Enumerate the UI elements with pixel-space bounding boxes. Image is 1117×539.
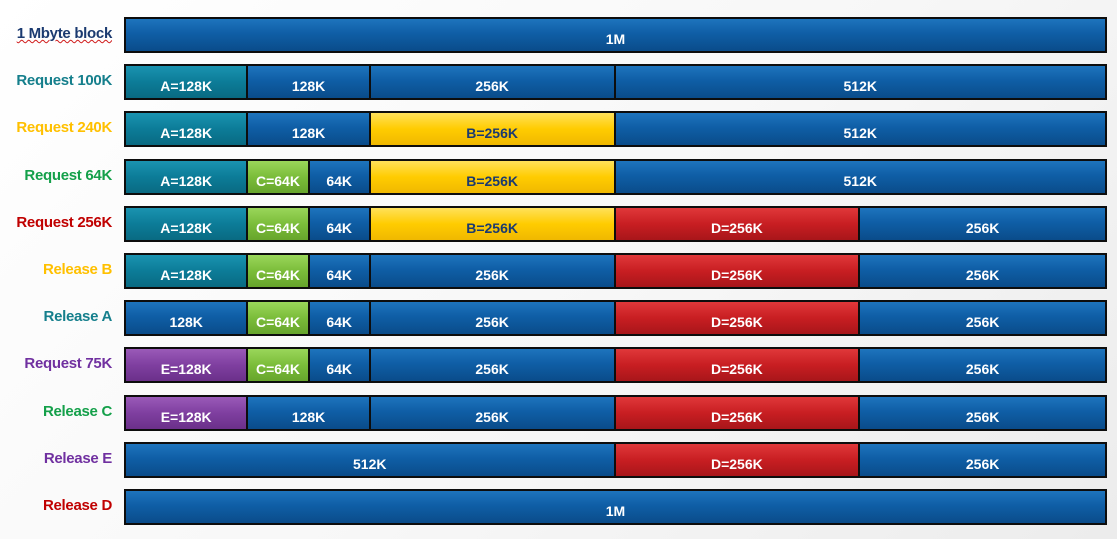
row-request-100k: Request 100K A=128K 128K 256K 512K xyxy=(0,63,1117,101)
row-label: 1 Mbyte block xyxy=(16,25,113,42)
memory-block-allocated: A=128K xyxy=(126,207,249,240)
memory-block-free: 256K xyxy=(860,302,1105,335)
memory-block-free: 512K xyxy=(615,66,1105,99)
memory-block-free: 256K xyxy=(860,255,1105,287)
memory-block-allocated: A=128K xyxy=(126,113,249,146)
memory-block-free: 256K xyxy=(370,396,616,429)
memory-block-free: 512K xyxy=(615,113,1105,146)
memory-block-free: 64K xyxy=(309,207,371,240)
row-release-d: Release D 1M xyxy=(0,488,1117,525)
memory-block-allocated: C=64K xyxy=(248,160,310,193)
memory-bar: A=128K 128K 256K 512K xyxy=(124,64,1107,101)
memory-bar: A=128K C=64K 64K B=256K 512K xyxy=(124,158,1107,195)
memory-bar: E=128K C=64K 64K 256K D=256K 256K xyxy=(124,347,1107,384)
row-release-c: Release C E=128K 128K 256K D=256K 256K xyxy=(0,394,1117,431)
row-label: Request 256K xyxy=(16,213,112,231)
memory-block-free: 256K xyxy=(860,207,1105,240)
memory-block-free: 256K xyxy=(860,443,1105,476)
memory-block-allocated: B=256K xyxy=(370,207,616,240)
row-label: Release A xyxy=(43,308,113,326)
row-request-240k: Request 240K A=128K 128K B=256K 512K xyxy=(0,110,1117,148)
memory-block-allocated: D=256K xyxy=(615,207,861,240)
row-request-64k: Request 64K A=128K C=64K 64K B=256K 512K xyxy=(0,158,1117,195)
memory-block-allocated: A=128K xyxy=(126,66,249,99)
row-label: Release C xyxy=(42,402,112,420)
memory-block-allocated: C=64K xyxy=(248,349,310,382)
memory-block-allocated: D=256K xyxy=(615,396,861,429)
memory-bar: 1M xyxy=(124,17,1107,53)
memory-block-allocated: D=256K xyxy=(615,349,861,382)
row-1-mbyte-block: 1 Mbyte block 1M xyxy=(0,16,1117,53)
memory-block-allocated: D=256K xyxy=(615,443,861,476)
row-request-256k: Request 256K A=128K C=64K 64K B=256K D=256K 2… xyxy=(0,205,1117,242)
memory-block-free: 1M xyxy=(126,19,1105,51)
memory-bar: E=128K 128K 256K D=256K 256K xyxy=(124,394,1107,431)
memory-block-free: 512K xyxy=(126,443,616,476)
memory-block-allocated: D=256K xyxy=(615,255,861,287)
memory-block-allocated: D=256K xyxy=(615,302,861,335)
memory-block-allocated: C=64K xyxy=(248,255,310,287)
memory-block-allocated: B=256K xyxy=(370,160,616,193)
memory-block-free: 64K xyxy=(309,302,371,335)
memory-bar: A=128K C=64K 64K 256K D=256K 256K xyxy=(124,253,1107,289)
memory-block-allocated: A=128K xyxy=(126,160,249,193)
memory-block-free: 256K xyxy=(860,349,1105,382)
row-label: Release E xyxy=(43,449,112,467)
memory-block-free: 128K xyxy=(248,66,371,99)
memory-bar: A=128K C=64K 64K B=256K D=256K 256K xyxy=(124,205,1107,242)
memory-block-free: 128K xyxy=(126,302,249,335)
row-label: Request 64K xyxy=(24,166,112,184)
memory-block-free: 256K xyxy=(370,302,616,335)
memory-block-free: 128K xyxy=(248,113,371,146)
memory-block-allocated: A=128K xyxy=(126,255,249,287)
memory-bar: 128K C=64K 64K 256K D=256K 256K xyxy=(124,300,1107,337)
memory-block-free: 256K xyxy=(370,255,616,287)
memory-block-free: 64K xyxy=(309,160,371,193)
memory-block-allocated: C=64K xyxy=(248,302,310,335)
memory-bar: 512K D=256K 256K xyxy=(124,441,1107,478)
memory-bar: A=128K 128K B=256K 512K xyxy=(124,111,1107,148)
memory-block-free: 256K xyxy=(370,349,616,382)
row-release-e: Release E 512K D=256K 256K xyxy=(0,441,1117,478)
memory-block-free: 128K xyxy=(248,396,371,429)
memory-block-allocated: C=64K xyxy=(248,207,310,240)
memory-block-free: 256K xyxy=(370,66,616,99)
row-request-75k: Request 75K E=128K C=64K 64K 256K D=256K 256K xyxy=(0,346,1117,384)
memory-block-free: 1M xyxy=(126,491,1105,523)
memory-block-free: 64K xyxy=(309,349,371,382)
row-label: Request 75K xyxy=(24,355,112,373)
row-release-b: Release B A=128K C=64K 64K 256K D=256K 256K xyxy=(0,252,1117,289)
row-label: Release D xyxy=(42,497,112,514)
memory-block-free: 512K xyxy=(615,160,1105,193)
memory-block-allocated: B=256K xyxy=(370,113,616,146)
memory-block-allocated: E=128K xyxy=(126,396,249,429)
memory-block-free: 256K xyxy=(860,396,1105,429)
row-release-a: Release A 128K C=64K 64K 256K D=256K 256K xyxy=(0,299,1117,337)
row-label: Request 100K xyxy=(16,72,112,90)
row-label: Release B xyxy=(42,261,112,278)
memory-block-allocated: E=128K xyxy=(126,349,249,382)
row-label: Request 240K xyxy=(16,119,112,137)
memory-block-free: 64K xyxy=(309,255,371,287)
memory-bar: 1M xyxy=(124,489,1107,525)
